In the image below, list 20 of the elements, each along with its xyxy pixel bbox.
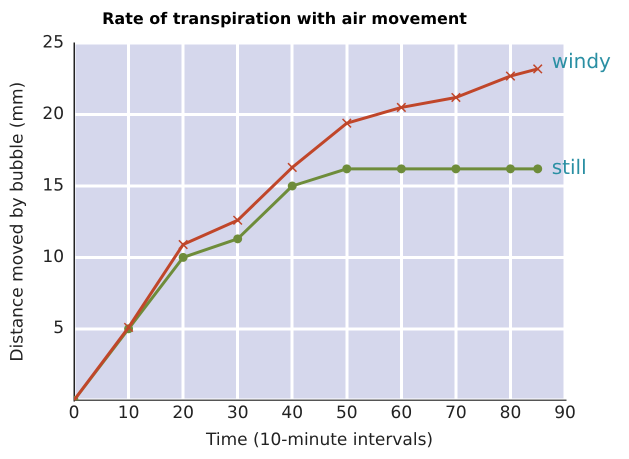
chart-title: Rate of transpiration with air movement [102,8,468,28]
y-tick-label: 5 [53,318,64,338]
y-tick-label: 20 [42,104,64,124]
x-axis-title: Time (10-minute intervals) [204,430,434,450]
x-tick-label: 60 [390,402,412,423]
x-tick-label: 20 [172,402,194,423]
x-tick-label: 30 [226,402,249,423]
x-tick-label: 50 [336,402,358,423]
x-tick-label: 90 [554,402,576,423]
x-tick-label: 0 [68,402,80,423]
y-axis-title: Distance moved by bubble (mm) [8,82,28,362]
y-tick-label: 10 [42,246,64,267]
y-tick-label: 15 [42,175,64,196]
series-label: windy [552,49,612,74]
x-tick-label: 10 [118,402,140,423]
series-label: still [552,155,587,180]
x-tick-label: 80 [500,402,522,423]
x-tick-label: 70 [445,402,467,423]
x-tick-label: 40 [281,402,304,423]
y-tick-label: 25 [42,32,64,53]
